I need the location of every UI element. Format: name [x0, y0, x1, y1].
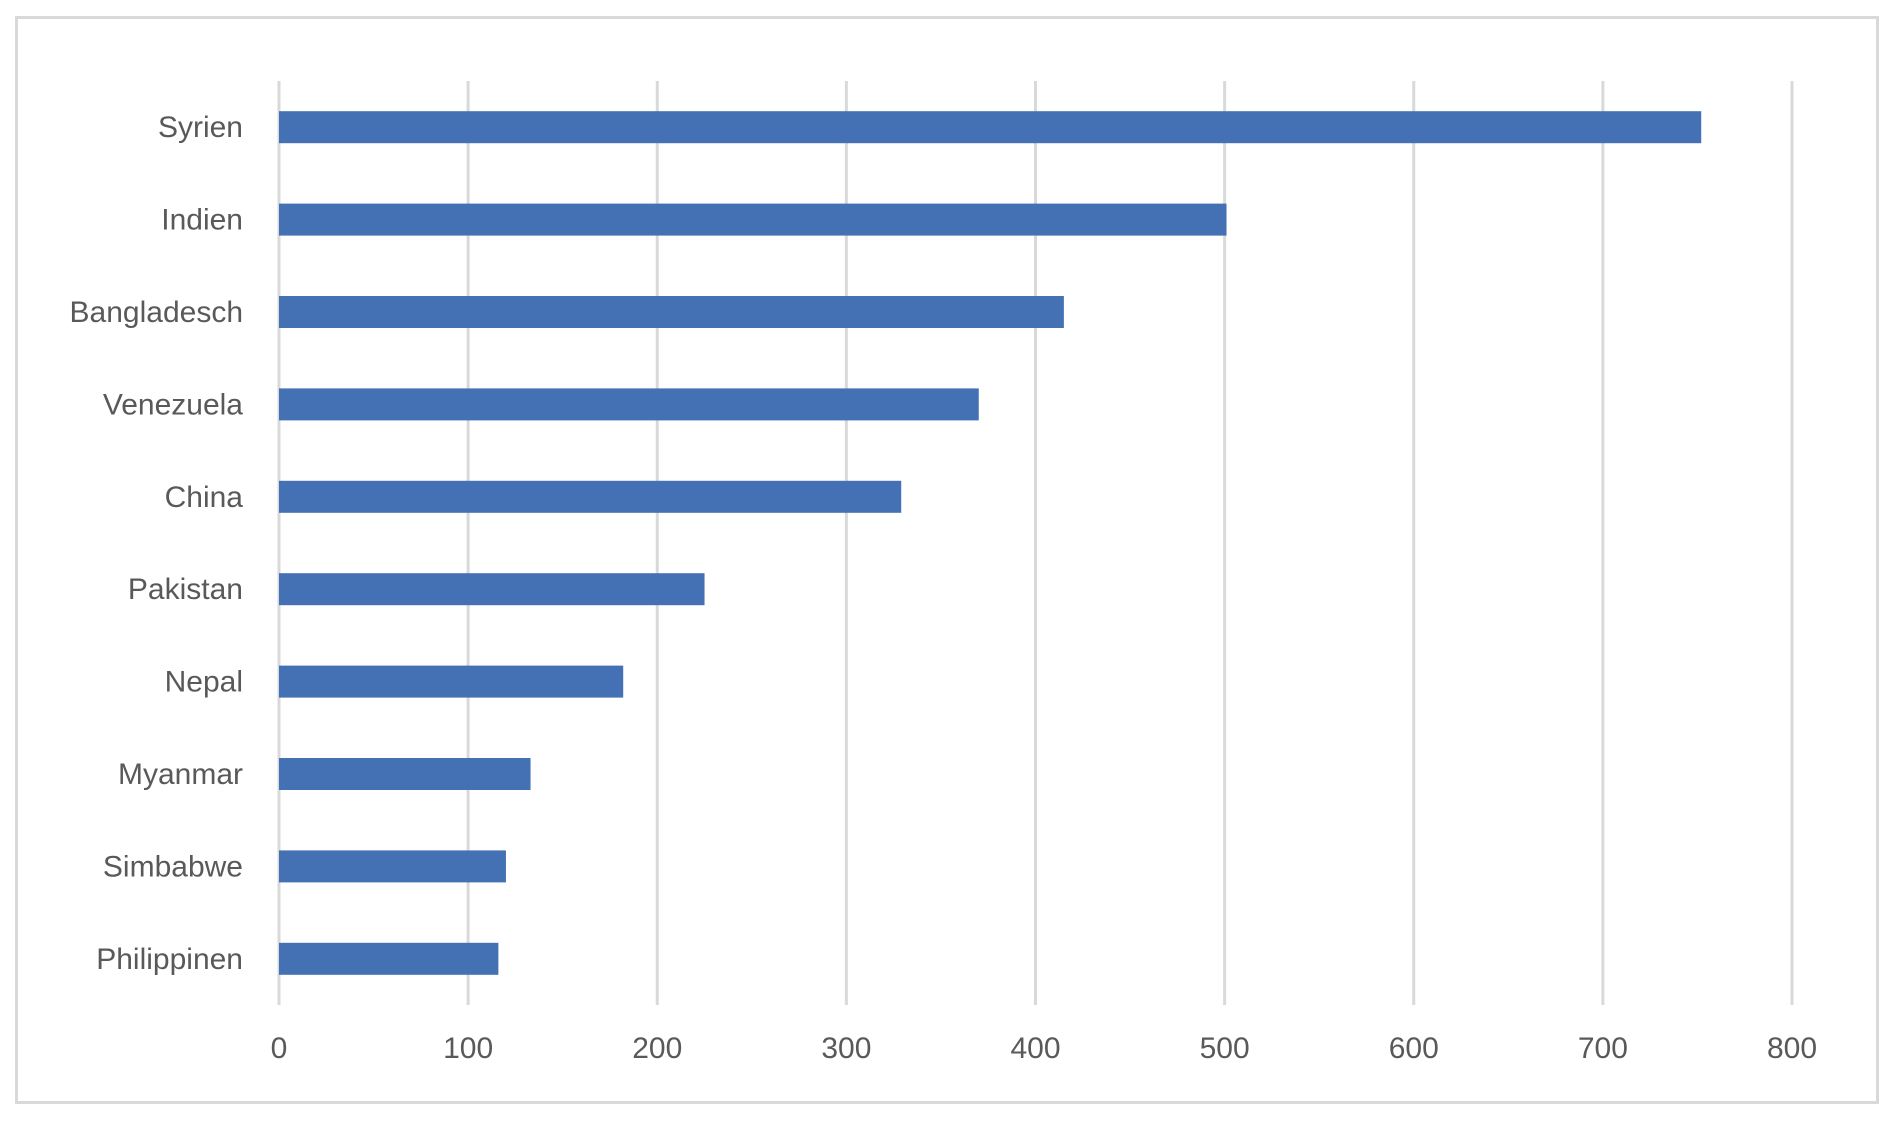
- bar-myanmar: [279, 758, 531, 790]
- x-tick-label: 0: [271, 1032, 288, 1065]
- category-label: Nepal: [165, 666, 243, 699]
- x-tick-label: 500: [1200, 1032, 1250, 1065]
- category-label: China: [165, 481, 244, 514]
- x-tick-label: 600: [1389, 1032, 1439, 1065]
- category-label: Pakistan: [128, 573, 243, 606]
- category-labels: Syrien Indien Bangladesch Venezuela China Pak…: [70, 111, 244, 976]
- x-tick-label: 300: [821, 1032, 871, 1065]
- bar-china: [279, 480, 902, 513]
- bar-simbabwe: [279, 850, 506, 883]
- category-label: Indien: [161, 204, 243, 237]
- x-axis-tick-labels: 0 100 200 300 400 500 600 700 800: [271, 1032, 1817, 1065]
- category-label: Myanmar: [118, 758, 243, 791]
- category-label: Simbabwe: [103, 850, 243, 883]
- category-label: Philippinen: [96, 943, 243, 976]
- bar-philippinen: [279, 942, 499, 975]
- x-tick-label: 700: [1578, 1032, 1628, 1065]
- bar-bangladesch: [279, 296, 1064, 328]
- category-label: Syrien: [158, 111, 243, 144]
- x-tick-label: 100: [443, 1032, 493, 1065]
- chart-frame: [15, 16, 1879, 1104]
- bar-venezuela: [279, 388, 979, 421]
- category-label: Venezuela: [103, 388, 243, 421]
- bar-indien: [279, 203, 1227, 236]
- bar-nepal: [279, 665, 624, 698]
- x-tick-label: 400: [1010, 1032, 1060, 1065]
- bar-syrien: [279, 111, 1702, 144]
- bars: [279, 111, 1702, 975]
- x-tick-label: 200: [632, 1032, 682, 1065]
- category-label: Bangladesch: [70, 296, 243, 329]
- x-tick-label: 800: [1767, 1032, 1817, 1065]
- bar-pakistan: [279, 573, 705, 606]
